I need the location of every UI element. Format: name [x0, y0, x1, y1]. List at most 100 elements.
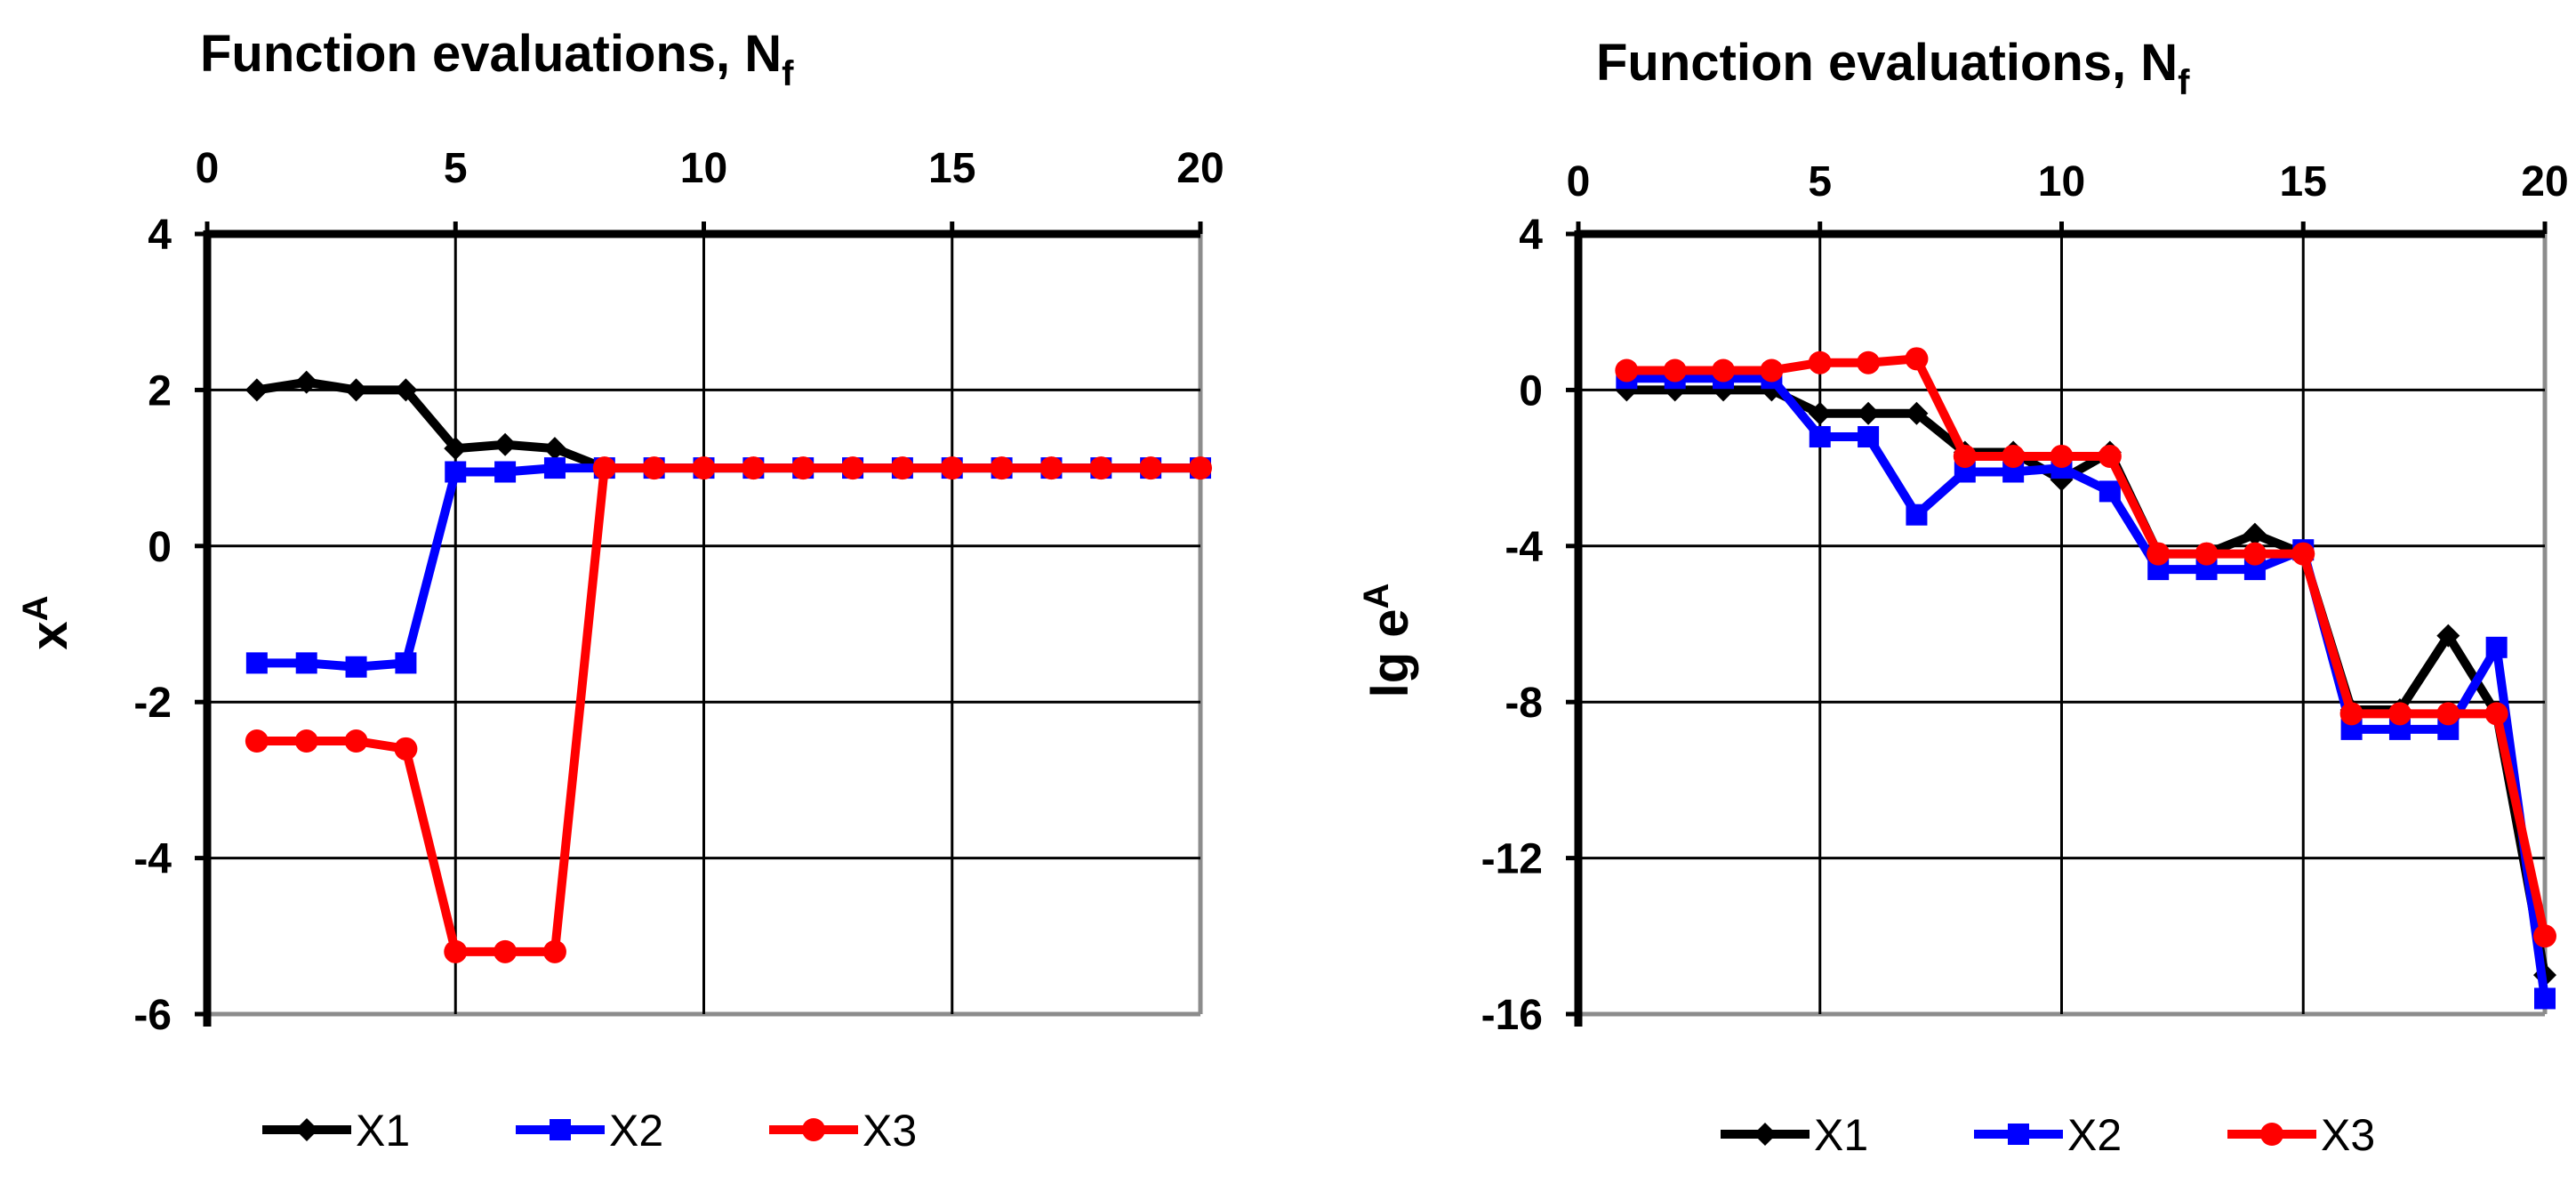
data-point: [2534, 987, 2556, 1010]
legend-item: X3: [769, 1106, 917, 1156]
series-x1: [245, 370, 1212, 480]
legend-label: X3: [863, 1106, 917, 1156]
x-tick-label: 5: [444, 145, 468, 192]
data-point: [1189, 456, 1212, 480]
data-point: [890, 456, 914, 480]
data-point: [444, 437, 468, 461]
chart-right: Function evaluations, Nf 0 5 10 15 2040-4-8-…: [1357, 34, 2569, 1160]
data-point: [2339, 702, 2363, 726]
x-tick-label: 5: [1808, 158, 1832, 205]
data-point: [1809, 426, 1831, 448]
data-point: [294, 729, 318, 753]
series-line: [256, 463, 1200, 956]
data-point: [1857, 401, 1881, 425]
data-point: [1089, 456, 1113, 480]
data-point: [344, 729, 368, 753]
series-line: [256, 377, 1200, 473]
data-point: [1858, 426, 1880, 448]
data-point: [841, 456, 865, 480]
series-line: [1626, 374, 2549, 1000]
y-tick-label: 0: [148, 524, 172, 571]
data-point: [1905, 347, 1929, 371]
y-tick-label: 4: [1519, 212, 1543, 259]
legend-item: X3: [2227, 1110, 2375, 1160]
data-point: [592, 456, 616, 480]
data-point: [742, 456, 766, 480]
data-point: [2098, 444, 2122, 468]
data-point: [2533, 924, 2556, 948]
data-point: [1905, 401, 1929, 425]
data-point: [2243, 522, 2267, 546]
y-tick-label: -4: [133, 836, 172, 883]
y-tick-label: -2: [133, 680, 172, 727]
chart-left: Function evaluations, Nf 0 5 10 15 20420-2-4…: [16, 25, 1224, 1156]
y-tick-label: -8: [1505, 680, 1543, 727]
y-axis-label: lg eA: [1357, 584, 1419, 698]
legend-swatch-marker: [802, 1118, 825, 1141]
data-point: [2195, 542, 2219, 566]
data-point: [2436, 624, 2460, 648]
legend-label: X1: [1814, 1110, 1868, 1160]
data-point: [2002, 444, 2026, 468]
y-tick-label: 2: [148, 367, 172, 415]
data-point: [394, 737, 418, 761]
data-point: [2387, 702, 2411, 726]
y-axis-label: xA: [16, 595, 78, 649]
data-point: [791, 456, 815, 480]
x-tick-label: 0: [196, 145, 220, 192]
data-point: [245, 729, 269, 753]
data-point: [445, 461, 467, 483]
series-x3: [245, 456, 1212, 963]
data-point: [245, 378, 269, 402]
legend-swatch-marker: [295, 1118, 318, 1141]
data-point: [1857, 350, 1881, 375]
data-point: [1712, 358, 1736, 383]
x-tick-label: 10: [680, 145, 727, 192]
data-point: [1808, 350, 1832, 375]
data-point: [1906, 503, 1928, 526]
data-point: [1615, 358, 1639, 383]
x-tick-label: 15: [928, 145, 975, 192]
legend: X1 X2 X3: [262, 1106, 917, 1156]
data-point: [494, 939, 518, 963]
series-line: [256, 463, 1200, 672]
legend-swatch-marker: [2008, 1124, 2029, 1145]
y-tick-label: -16: [1481, 992, 1543, 1039]
legend-item: X2: [1974, 1110, 2122, 1160]
data-point: [940, 456, 964, 480]
x-tick-label: 20: [2521, 158, 2568, 205]
data-point: [1039, 456, 1063, 480]
data-point: [2291, 542, 2315, 566]
data-point: [1808, 401, 1832, 425]
y-tick-label: 4: [148, 212, 172, 259]
data-point: [2243, 542, 2267, 566]
legend-label: X2: [609, 1106, 663, 1156]
data-point: [542, 437, 566, 461]
data-point: [2147, 542, 2171, 566]
chart-title: Function evaluations, Nf: [1596, 34, 2190, 102]
data-point: [345, 656, 367, 678]
data-point: [1953, 444, 1977, 468]
y-tick-label: 0: [1519, 367, 1543, 415]
data-point: [294, 370, 318, 394]
series-x2: [245, 457, 1211, 678]
data-point: [642, 456, 666, 480]
data-point: [1139, 456, 1163, 480]
data-point: [395, 652, 417, 674]
chart-title: Function evaluations, Nf: [200, 25, 794, 93]
data-point: [494, 461, 517, 483]
data-point: [2436, 702, 2460, 726]
legend: X1 X2 X3: [1721, 1110, 2375, 1160]
data-point: [1663, 358, 1687, 383]
data-point: [2099, 480, 2121, 503]
data-point: [494, 432, 518, 456]
data-point: [344, 378, 368, 402]
legend-item: X2: [516, 1106, 663, 1156]
data-point: [2050, 444, 2074, 468]
x-tick-label: 15: [2280, 158, 2327, 205]
legend-swatch-marker: [550, 1119, 571, 1140]
legend-label: X2: [2067, 1110, 2122, 1160]
x-tick-label: 10: [2038, 158, 2085, 205]
legend-swatch-marker: [2260, 1123, 2283, 1146]
